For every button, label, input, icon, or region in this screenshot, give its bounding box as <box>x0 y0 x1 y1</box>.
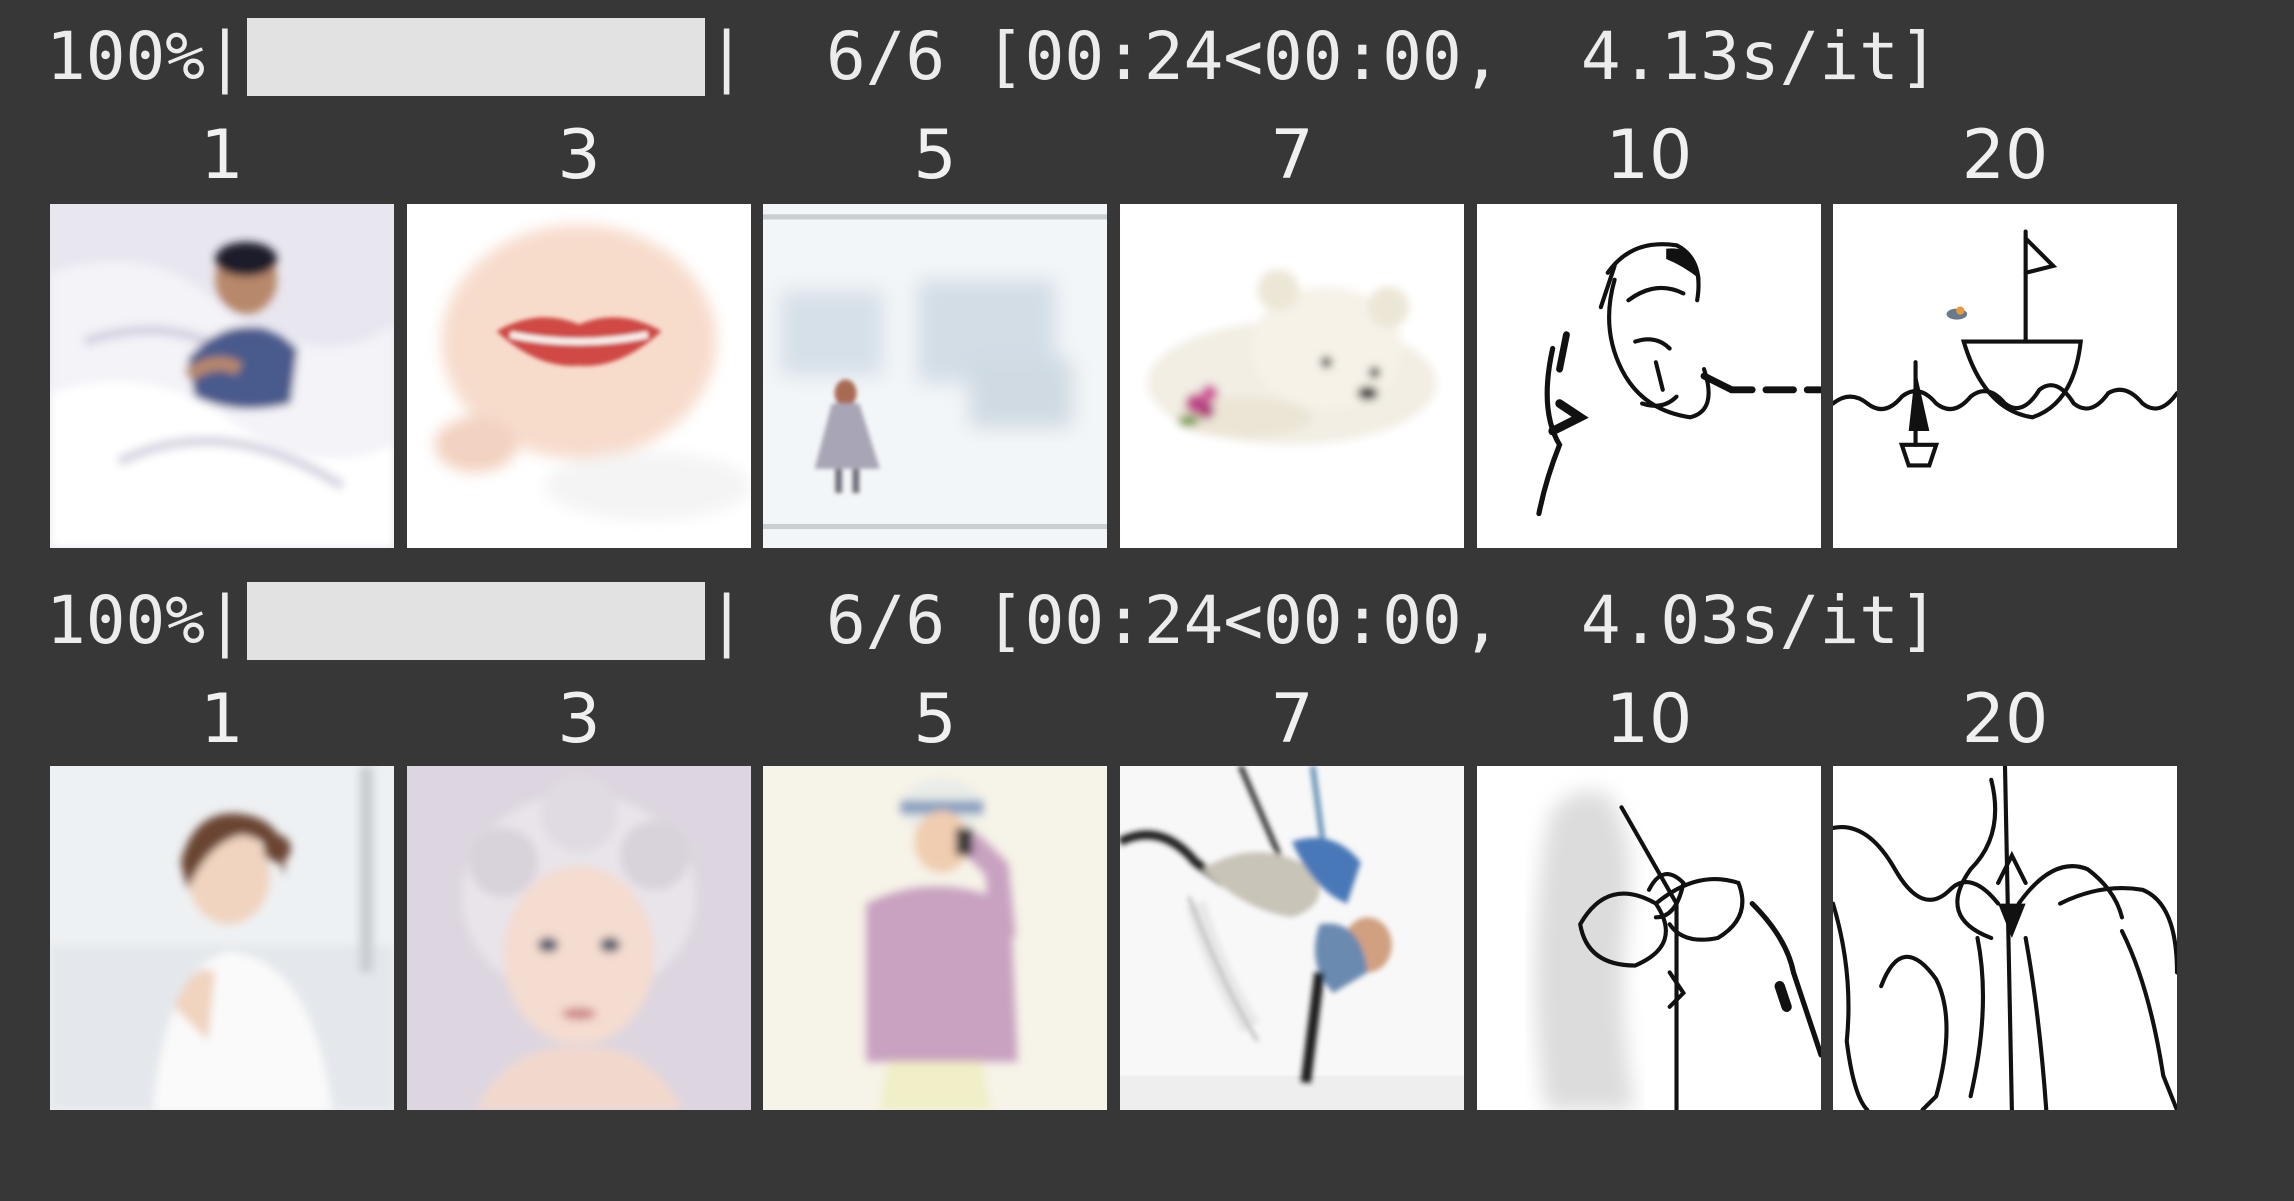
step-label: 10 <box>1605 116 1693 195</box>
step-label: 5 <box>913 116 957 195</box>
generated-image-line-sketch-figure <box>1477 766 1821 1110</box>
generated-image-man-in-bed <box>50 204 394 548</box>
generated-image-lips-closeup <box>407 204 751 548</box>
step-label: 3 <box>557 680 601 759</box>
step-label: 5 <box>913 680 957 759</box>
step-label: 20 <box>1961 680 2049 759</box>
generated-image-girl-in-snow <box>763 204 1107 548</box>
step-label: 7 <box>1270 680 1314 759</box>
generated-image-child-portrait <box>407 766 751 1110</box>
step-label: 20 <box>1961 116 2049 195</box>
progress-bar <box>246 582 705 660</box>
generated-image-polar-bear-cub <box>1120 204 1464 548</box>
step-label: 3 <box>557 116 601 195</box>
progress-bar-left-edge: | <box>204 582 245 659</box>
progress-line-run-2: 100% | | 6/6 [00:24<00:00, 4.03s/it] <box>46 576 1939 666</box>
step-label: 1 <box>200 680 244 759</box>
progress-bar-fill <box>246 18 705 96</box>
step-label: 10 <box>1605 680 1693 759</box>
progress-bar-right-edge: | <box>706 18 747 95</box>
progress-bar-fill <box>246 582 705 660</box>
step-label: 7 <box>1270 116 1314 195</box>
progress-line-run-1: 100% | | 6/6 [00:24<00:00, 4.13s/it] <box>46 12 1939 102</box>
progress-bar-right-edge: | <box>706 582 747 659</box>
generated-image-line-sketch-abstract <box>1833 766 2177 1110</box>
generated-image-acrobat-pose <box>1120 766 1464 1110</box>
generated-image-line-sketch-face <box>1477 204 1821 548</box>
progress-count: 6/6 <box>825 582 946 659</box>
progress-timing: [00:24<00:00, 4.03s/it] <box>984 582 1939 659</box>
generated-image-woman-portrait <box>50 766 394 1110</box>
progress-percent: 100% <box>46 18 205 95</box>
progress-bar-left-edge: | <box>204 18 245 95</box>
generated-image-line-sketch-boats <box>1833 204 2177 548</box>
progress-bar <box>246 18 705 96</box>
progress-timing: [00:24<00:00, 4.13s/it] <box>984 18 1939 95</box>
progress-count: 6/6 <box>825 18 946 95</box>
step-label: 1 <box>200 116 244 195</box>
generated-image-girl-with-phone <box>763 766 1107 1110</box>
progress-percent: 100% <box>46 582 205 659</box>
